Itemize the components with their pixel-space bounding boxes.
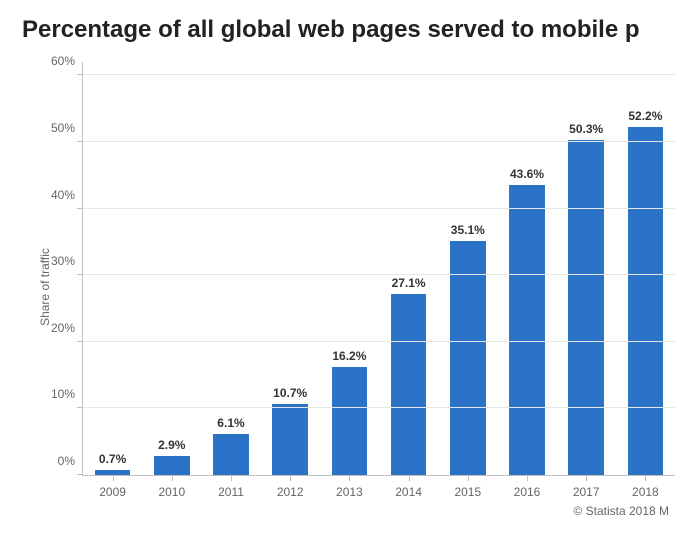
x-tick-label: 2009 (99, 475, 126, 499)
grid-line (83, 208, 675, 209)
y-tick-mark (77, 141, 83, 142)
y-tick-label: 30% (51, 254, 83, 268)
bar-value-label: 27.1% (392, 276, 426, 294)
bars-group: 0.7% 2.9% 6.1% 10.7% 16.2% 27.1% 35.1% 43.6% 50.… (83, 62, 675, 475)
y-tick-mark (77, 474, 83, 475)
y-tick-mark (77, 74, 83, 75)
bar: 50.3% (568, 140, 604, 475)
x-tick-label: 2017 (573, 475, 600, 499)
bar-value-label: 50.3% (569, 122, 603, 140)
grid-line (83, 407, 675, 408)
grid-line (83, 74, 675, 75)
attribution-footer: © Statista 2018 M (573, 504, 669, 518)
bar: 43.6% (509, 185, 545, 475)
y-tick-label: 20% (51, 321, 83, 335)
x-tick-label: 2010 (158, 475, 185, 499)
bar-value-label: 35.1% (451, 223, 485, 241)
bar-value-label: 16.2% (332, 349, 366, 367)
bar-value-label: 6.1% (217, 416, 244, 434)
bar-value-label: 0.7% (99, 452, 126, 470)
x-tick-label: 2018 (632, 475, 659, 499)
bar: 35.1% (450, 241, 486, 475)
y-tick-mark (77, 407, 83, 408)
bar-value-label: 52.2% (628, 109, 662, 127)
bar: 10.7% (272, 404, 308, 475)
grid-line (83, 341, 675, 342)
bar: 2.9% (154, 456, 190, 475)
y-tick-label: 50% (51, 121, 83, 135)
bar: 6.1% (213, 434, 249, 475)
x-tick-label: 2016 (514, 475, 541, 499)
grid-line (83, 274, 675, 275)
y-tick-label: 0% (58, 454, 83, 468)
y-tick-mark (77, 274, 83, 275)
plot-area: 0.7% 2.9% 6.1% 10.7% 16.2% 27.1% 35.1% 43.6% 50.… (82, 62, 675, 476)
y-tick-label: 60% (51, 54, 83, 68)
y-tick-mark (77, 341, 83, 342)
x-tick-label: 2014 (395, 475, 422, 499)
x-tick-label: 2012 (277, 475, 304, 499)
y-tick-label: 40% (51, 188, 83, 202)
bar-value-label: 43.6% (510, 167, 544, 185)
bar-value-label: 10.7% (273, 386, 307, 404)
grid-line (83, 141, 675, 142)
bar: 16.2% (332, 367, 368, 475)
chart-container: Share of traffic 0.7%2.9%6.1%10.7%16.2%2… (0, 52, 675, 522)
y-tick-mark (77, 208, 83, 209)
x-tick-label: 2013 (336, 475, 363, 499)
chart-title: Percentage of all global web pages serve… (0, 0, 675, 52)
x-tick-label: 2015 (454, 475, 481, 499)
bar: 27.1% (391, 294, 427, 475)
x-tick-label: 2011 (218, 475, 244, 499)
y-axis-title: Share of traffic (38, 248, 52, 326)
y-tick-label: 10% (51, 387, 83, 401)
bar: 52.2% (628, 127, 664, 475)
bar-value-label: 2.9% (158, 438, 185, 456)
